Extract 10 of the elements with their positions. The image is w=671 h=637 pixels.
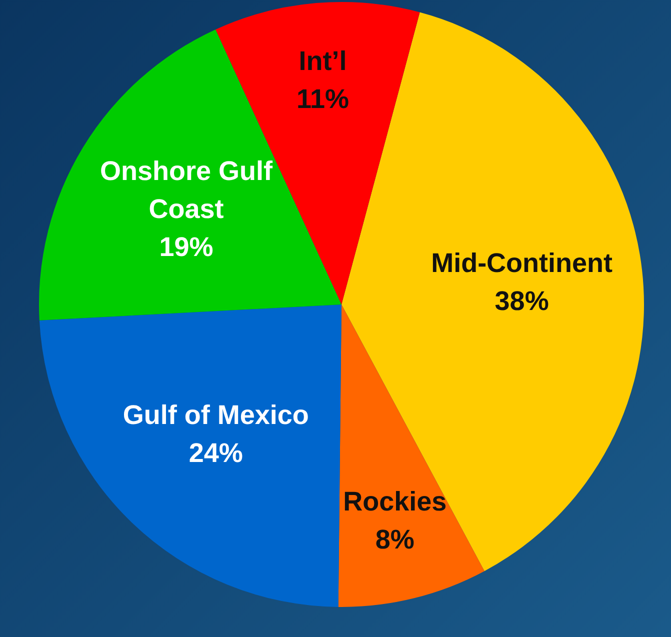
slice-label: Mid-Continent: [431, 248, 613, 278]
data-label: 11%: [296, 84, 350, 114]
slice-label: Int’l: [298, 46, 347, 76]
data-label: 8%: [375, 524, 414, 554]
slice-label: Rockies: [343, 486, 447, 516]
slice-label: Gulf of Mexico: [122, 400, 309, 430]
data-label: 19%: [159, 232, 214, 262]
slice-label: Onshore Gulf Coast: [100, 156, 274, 224]
data-label: 38%: [494, 286, 549, 316]
data-label: 24%: [188, 438, 243, 468]
